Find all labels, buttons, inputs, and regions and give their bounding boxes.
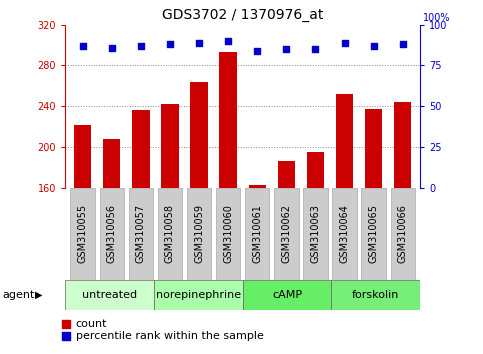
FancyBboxPatch shape [187,188,211,280]
Bar [132,110,150,188]
Text: GSM310065: GSM310065 [369,204,379,263]
Bar [161,104,179,188]
Point [399,41,407,47]
Title: GDS3702 / 1370976_at: GDS3702 / 1370976_at [162,8,324,22]
FancyBboxPatch shape [245,188,270,280]
Text: GSM310061: GSM310061 [252,204,262,263]
Bar [190,82,208,188]
Point [79,43,86,49]
Point [341,40,348,46]
FancyBboxPatch shape [361,188,386,280]
FancyBboxPatch shape [71,188,95,280]
Text: cAMP: cAMP [272,290,302,300]
Text: 100%: 100% [423,13,450,23]
Text: agent: agent [2,290,35,300]
Text: untreated: untreated [82,290,137,300]
Legend: count, percentile rank within the sample: count, percentile rank within the sample [61,319,263,341]
Text: ▶: ▶ [35,290,43,300]
FancyBboxPatch shape [158,188,182,280]
Bar [336,94,353,188]
Text: GSM310064: GSM310064 [340,204,350,263]
Bar [394,102,412,188]
FancyBboxPatch shape [331,280,420,310]
Bar [307,152,324,188]
Text: GSM310055: GSM310055 [78,204,87,263]
Bar [278,161,295,188]
Point [224,38,232,44]
Point [108,45,115,50]
Bar [74,125,91,188]
Bar [219,52,237,188]
Point [166,41,174,47]
Text: forskolin: forskolin [352,290,399,300]
FancyBboxPatch shape [154,280,242,310]
FancyBboxPatch shape [274,188,298,280]
Point [137,43,145,49]
Text: GSM310060: GSM310060 [223,204,233,263]
Text: GSM310059: GSM310059 [194,204,204,263]
Point [195,40,203,46]
Text: GSM310058: GSM310058 [165,204,175,263]
Point [283,46,290,52]
Bar [365,109,383,188]
Text: GSM310056: GSM310056 [107,204,117,263]
Point [254,48,261,54]
Bar [249,184,266,188]
Text: GSM310062: GSM310062 [282,204,291,263]
Text: GSM310063: GSM310063 [311,204,320,263]
FancyBboxPatch shape [99,188,124,280]
FancyBboxPatch shape [65,280,154,310]
Point [370,43,378,49]
FancyBboxPatch shape [216,188,241,280]
FancyBboxPatch shape [332,188,357,280]
Point [312,46,319,52]
Bar [103,139,120,188]
FancyBboxPatch shape [303,188,327,280]
FancyBboxPatch shape [242,280,331,310]
Text: norepinephrine: norepinephrine [156,290,241,300]
FancyBboxPatch shape [128,188,153,280]
Text: GSM310057: GSM310057 [136,204,146,263]
FancyBboxPatch shape [391,188,415,280]
Text: GSM310066: GSM310066 [398,204,408,263]
